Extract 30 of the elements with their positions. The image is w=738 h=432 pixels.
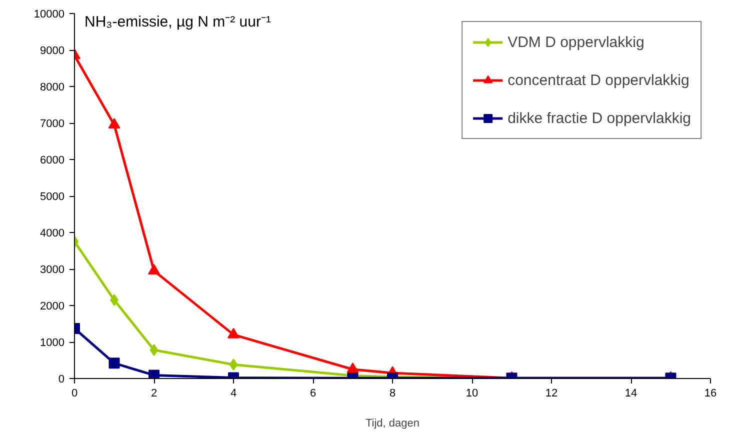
point [346, 362, 359, 374]
x-axis-title: Tijd, dagen [365, 418, 420, 430]
y-axis-title: NH₃-emissie, µg N m⁻² uur⁻¹ [84, 14, 271, 30]
y-tick-label: 4000 [40, 228, 65, 240]
y-tick-label: 3000 [40, 264, 65, 276]
point [148, 370, 160, 378]
y-tick-label: 9000 [40, 45, 65, 57]
y-tick-label: 7000 [40, 118, 65, 130]
y-tick-label: 0 [58, 374, 65, 386]
y-tick-label: 8000 [40, 82, 65, 94]
x-tick-label: 14 [624, 388, 638, 400]
legend-label: VDM D oppervlakkig [508, 34, 644, 50]
y-tick-label: 1000 [40, 337, 65, 349]
point [148, 264, 160, 274]
x-tick-label: 8 [389, 388, 396, 400]
legend-label: dikke fractie D oppervlakkig [508, 110, 691, 126]
x-tick-label: 0 [71, 388, 78, 400]
point [228, 328, 240, 338]
x-tick-label: 2 [150, 388, 158, 400]
x-tick-label: 6 [310, 388, 316, 400]
point [108, 118, 120, 128]
y-tick-label: 5000 [40, 191, 65, 203]
x-tick-label: 4 [230, 388, 237, 400]
legend-label: concentraat D oppervlakkig [508, 72, 690, 88]
y-tick-label: 10000 [34, 8, 65, 20]
x-tick-label: 10 [466, 388, 478, 400]
x-tick-label: 12 [545, 388, 558, 400]
y-tick-label: 2000 [40, 300, 65, 312]
x-tick-label: 16 [704, 388, 717, 400]
y-tick-label: 6000 [40, 154, 65, 166]
